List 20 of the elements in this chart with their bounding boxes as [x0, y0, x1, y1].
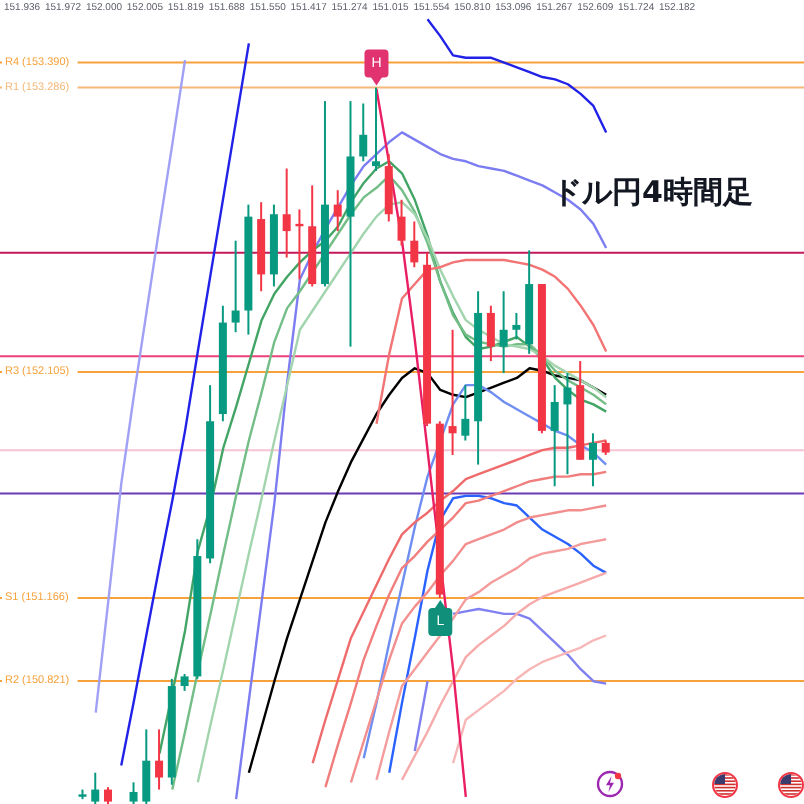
candlestick — [372, 86, 381, 172]
candlestick — [588, 432, 597, 488]
candlestick — [155, 728, 164, 791]
candlestick — [563, 372, 572, 476]
candlestick — [231, 239, 240, 334]
candlestick — [142, 728, 151, 804]
candlestick — [550, 384, 559, 488]
candlestick — [486, 304, 495, 363]
candlestick — [359, 102, 368, 163]
candlestick — [499, 290, 508, 375]
text: ドル円4時間足 — [552, 174, 753, 212]
candlestick — [282, 167, 291, 259]
candlestick — [512, 311, 521, 341]
candlestick — [461, 384, 470, 442]
candlestick — [91, 771, 100, 804]
candlestick — [410, 220, 419, 269]
candlestick — [448, 328, 457, 456]
candlestick — [333, 189, 342, 233]
candlestick — [129, 781, 138, 804]
candlestick — [397, 198, 406, 247]
